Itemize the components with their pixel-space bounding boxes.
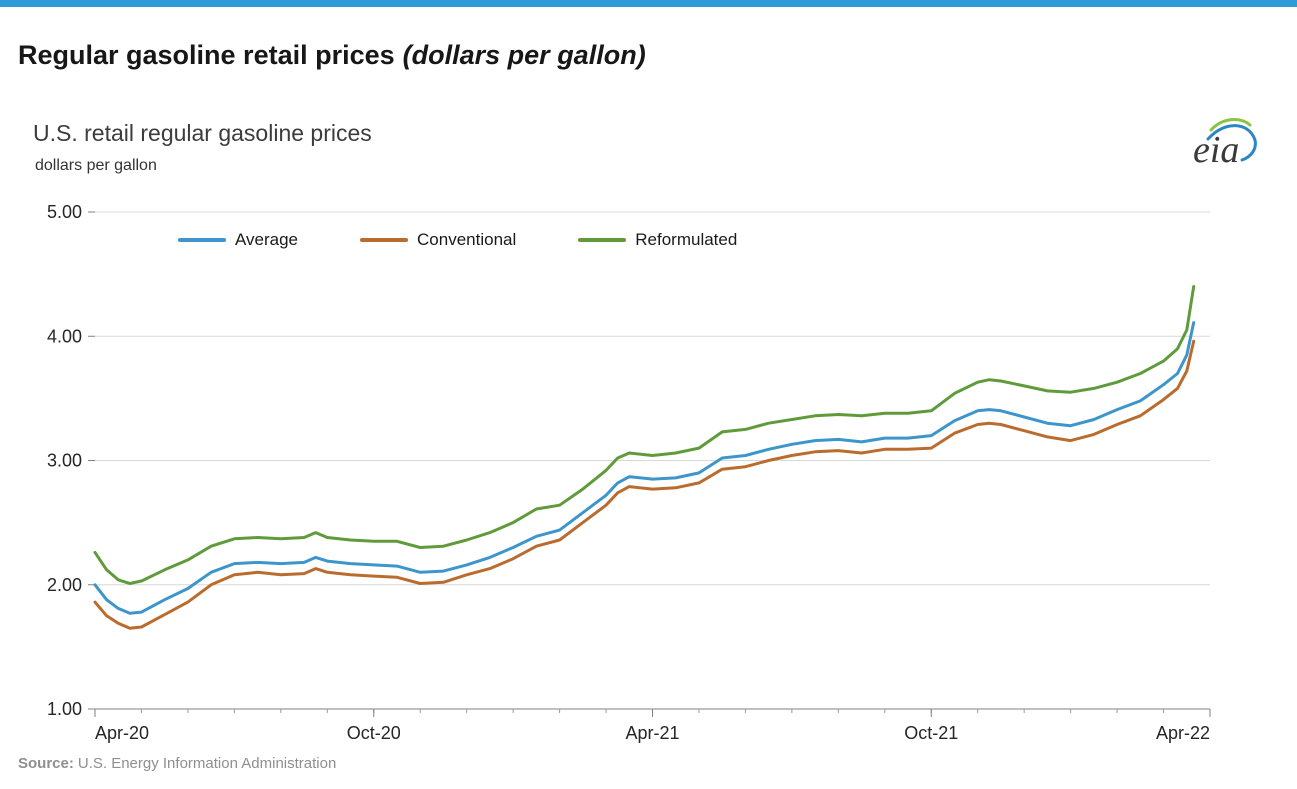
chart-subtitle: dollars per gallon	[35, 157, 157, 174]
svg-text:5.00: 5.00	[47, 202, 82, 222]
chart-legend: Average Conventional Reformulated	[178, 230, 737, 250]
legend-swatch-reformulated	[578, 238, 627, 242]
chart-title: U.S. retail regular gasoline prices	[33, 120, 372, 146]
svg-text:Oct-21: Oct-21	[904, 723, 958, 743]
legend-swatch-conventional	[360, 238, 409, 242]
svg-text:Apr-22: Apr-22	[1156, 723, 1210, 743]
source-label: Source:	[18, 755, 74, 772]
legend-label-conventional: Conventional	[417, 230, 517, 249]
svg-text:Apr-21: Apr-21	[625, 723, 679, 743]
svg-text:Apr-20: Apr-20	[95, 723, 149, 743]
svg-text:2.00: 2.00	[47, 575, 82, 595]
top-accent-bar	[0, 0, 1297, 7]
legend-label-average: Average	[235, 230, 299, 249]
legend-item-average[interactable]: Average	[178, 230, 298, 250]
legend-item-reformulated[interactable]: Reformulated	[578, 230, 737, 250]
svg-text:Oct-20: Oct-20	[347, 723, 401, 743]
eia-logo-text: eia	[1193, 129, 1239, 171]
source-text: U.S. Energy Information Administration	[77, 755, 337, 772]
page-title: Regular gasoline retail prices (dollars p…	[18, 40, 646, 71]
svg-text:4.00: 4.00	[47, 326, 82, 346]
eia-logo-green-arc	[1209, 118, 1252, 132]
page-title-units: (dollars per gallon)	[402, 40, 646, 71]
eia-logo-blue-arc	[1206, 124, 1257, 162]
svg-text:1.00: 1.00	[47, 699, 82, 719]
page-title-main: Regular gasoline retail prices	[18, 40, 395, 71]
source-line: Source: U.S. Energy Information Administr…	[18, 755, 336, 772]
gasoline-price-chart: 1.00 2.00 3.00 4.00 5.00 Apr-20 Oct-20 Apr-21 Oc…	[47, 202, 1211, 743]
eia-logo: eia	[1193, 118, 1257, 171]
svg-text:3.00: 3.00	[47, 451, 82, 471]
legend-label-reformulated: Reformulated	[635, 230, 738, 249]
legend-swatch-average	[178, 238, 226, 242]
legend-item-conventional[interactable]: Conventional	[360, 230, 516, 250]
